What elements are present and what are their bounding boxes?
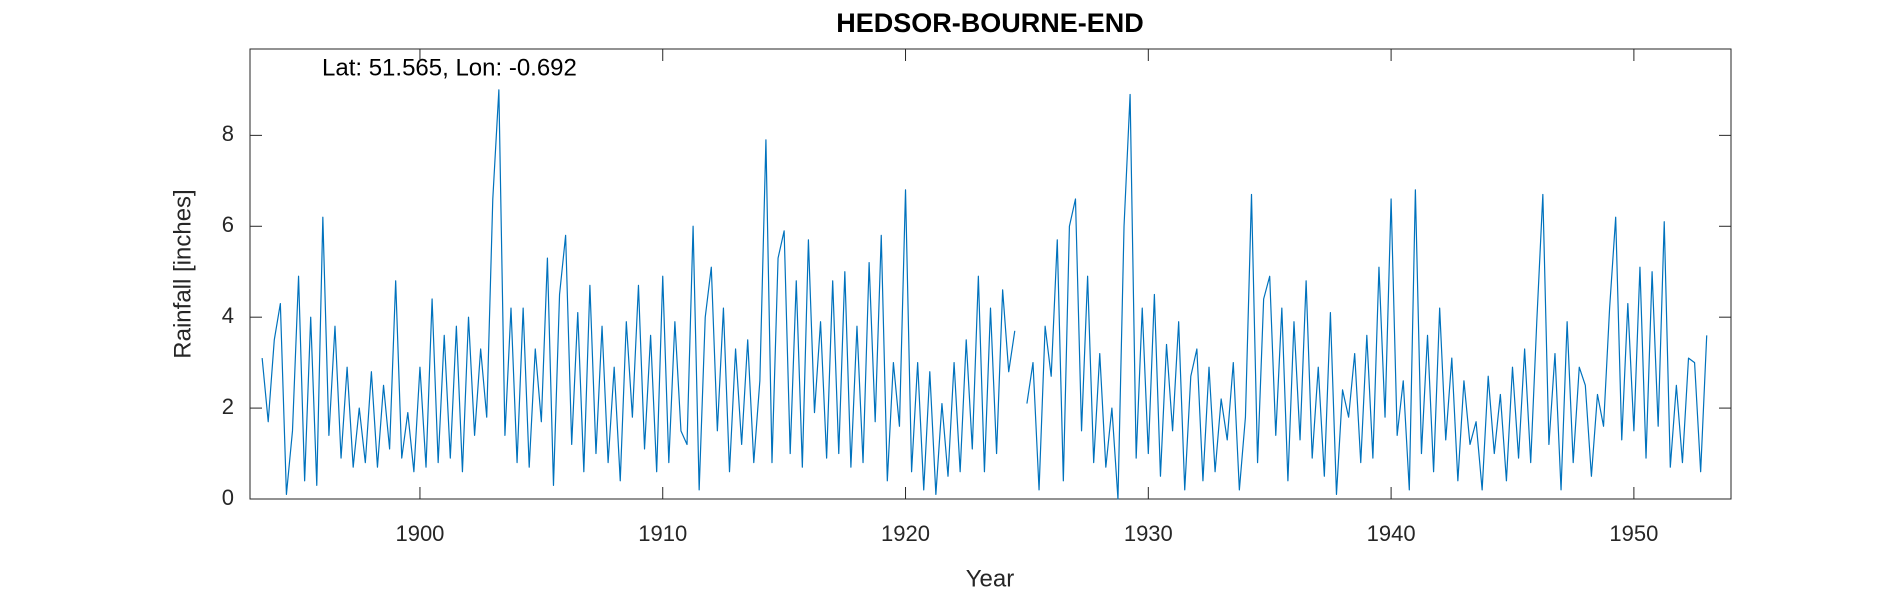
y-tick-label: 2 <box>222 394 234 419</box>
y-tick-label: 8 <box>222 121 234 146</box>
y-tick-label: 0 <box>222 485 234 510</box>
y-tick-label: 4 <box>222 303 234 328</box>
data-line <box>261 89 1708 500</box>
x-tick-label: 1950 <box>1609 521 1658 546</box>
x-tick-label: 1920 <box>881 521 930 546</box>
x-axis-label: Year <box>966 565 1015 591</box>
x-tick-label: 1940 <box>1367 521 1416 546</box>
chart-title: HEDSOR-BOURNE-END <box>836 8 1144 38</box>
y-axis-label: Rainfall [inches] <box>169 189 196 358</box>
y-tick-label: 6 <box>222 212 234 237</box>
x-tick-label: 1900 <box>395 521 444 546</box>
axes-frame <box>249 48 1732 500</box>
x-tick-label: 1930 <box>1124 521 1173 546</box>
x-tick-label: 1910 <box>638 521 687 546</box>
annotation: Lat: 51.565, Lon: -0.692 <box>322 54 577 81</box>
